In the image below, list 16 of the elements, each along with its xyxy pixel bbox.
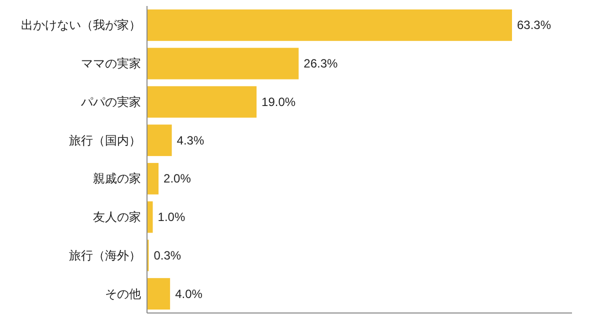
category-label: 旅行（国内）: [69, 133, 141, 148]
value-label: 4.3%: [176, 133, 204, 148]
value-label: 63.3%: [517, 18, 552, 32]
category-label: その他: [105, 286, 141, 301]
value-label: 19.0%: [262, 94, 296, 109]
value-label: 1.0%: [158, 210, 186, 224]
category-label: 親戚の家: [93, 172, 141, 186]
value-label: 0.3%: [154, 248, 182, 262]
category-label: パパの実家: [81, 94, 141, 109]
category-label: 旅行（海外）: [69, 248, 141, 262]
category-label: 出かけない（我が家）: [21, 18, 141, 32]
value-label: 2.0%: [164, 172, 191, 186]
value-label: 26.3%: [304, 56, 338, 71]
value-label: 4.0%: [175, 286, 202, 301]
category-label: 友人の家: [93, 210, 141, 224]
category-label: ママの実家: [81, 56, 141, 71]
